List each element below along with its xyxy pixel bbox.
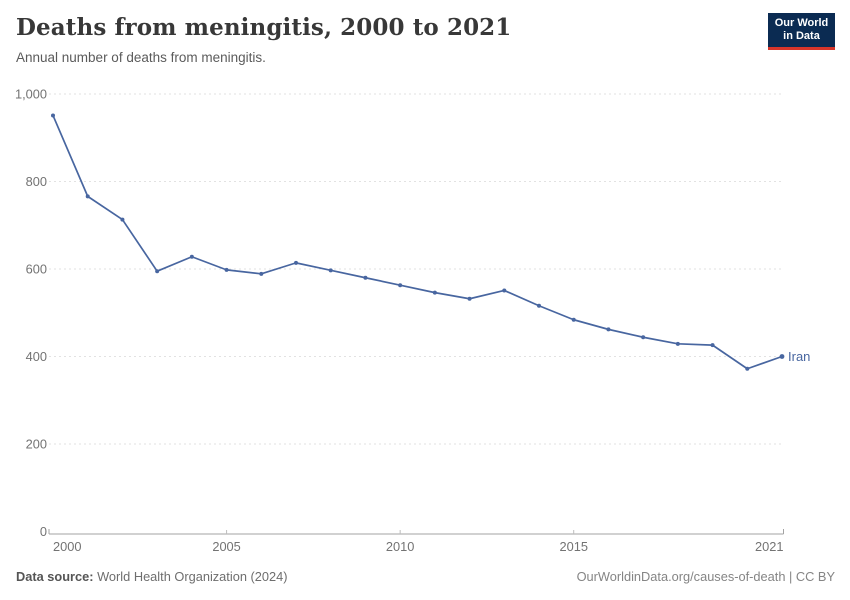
data-point [51,113,55,118]
data-point [641,335,646,340]
page-title: Deaths from meningitis, 2000 to 2021 [16,14,512,41]
data-source: Data source: World Health Organization (… [16,569,287,584]
data-point [710,343,715,348]
data-point [571,317,576,322]
data-point [537,303,541,308]
data-point [85,194,90,199]
series-line [52,114,783,370]
data-point [779,354,785,359]
y-tick-label: 600 [26,262,47,277]
owid-logo: Our World in Data [768,13,835,50]
data-point [328,268,333,273]
y-tick-label: 800 [26,174,47,189]
y-tick-label: 1,000 [15,87,47,102]
y-tick-label: 0 [40,524,47,539]
data-point [467,296,472,301]
chart-header: Deaths from meningitis, 2000 to 2021 Ann… [16,14,755,65]
data-point [189,254,194,259]
owid-logo-line1: Our World [774,17,829,29]
x-tick-label: 2005 [212,539,240,554]
x-tick-label: 2000 [53,539,81,554]
data-point [120,217,125,222]
credit-link[interactable]: OurWorldinData.org/causes-of-death | CC … [576,569,835,584]
data-source-value: World Health Organization (2024) [93,569,288,584]
data-point [398,283,403,288]
y-tick-label: 400 [26,349,47,364]
data-point [432,290,437,295]
data-point [675,341,680,346]
data-point [502,288,507,293]
chart-subtitle: Annual number of deaths from meningitis. [16,50,266,65]
data-point [259,271,264,276]
y-tick-label: 200 [26,437,47,452]
data-point [745,366,750,371]
data-source-label: Data source: [16,569,94,584]
series-end-label: Iran [788,349,810,364]
x-tick-label: 2015 [559,539,587,554]
data-point [606,327,611,332]
data-point [155,269,160,274]
chart-footer: Data source: World Health Organization (… [16,569,835,584]
data-point [363,275,368,280]
x-tick-label: 2010 [386,539,414,554]
data-point [224,267,229,272]
x-tick-label: 2021 [755,539,783,554]
data-point [294,260,298,265]
owid-logo-line2: in Data [783,30,820,42]
